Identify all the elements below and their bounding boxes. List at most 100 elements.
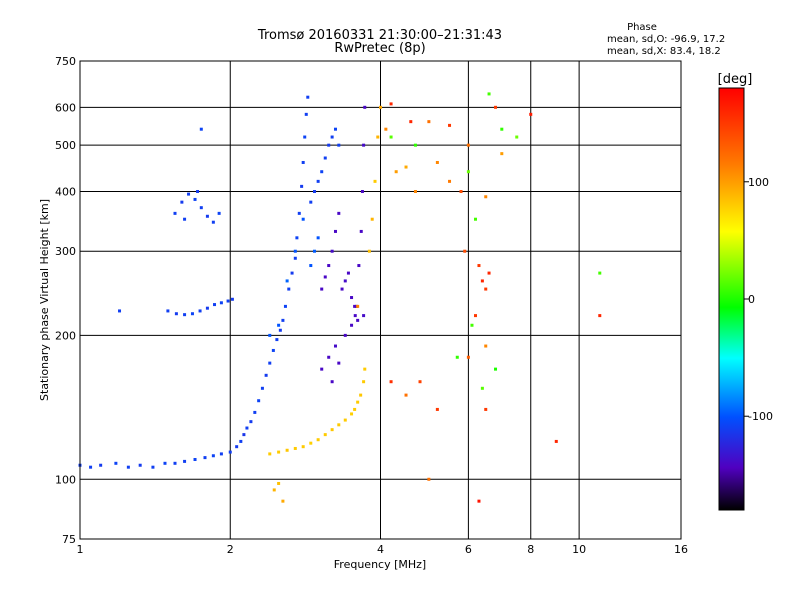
data-point xyxy=(173,461,177,465)
data-point xyxy=(301,445,305,449)
colorbar-tick-label: 0 xyxy=(748,293,755,306)
data-point xyxy=(362,380,366,384)
data-point xyxy=(343,333,347,337)
data-point xyxy=(470,323,474,327)
colorbar-tick-label: -100 xyxy=(748,410,773,423)
data-point xyxy=(235,445,239,449)
data-point xyxy=(350,323,354,327)
data-point xyxy=(126,465,130,469)
y-tick-label: 200 xyxy=(55,329,76,342)
data-point xyxy=(268,452,272,456)
data-point xyxy=(281,499,285,503)
data-point xyxy=(180,200,184,204)
data-point xyxy=(418,380,422,384)
data-point xyxy=(327,264,331,268)
data-point xyxy=(367,249,371,253)
data-point xyxy=(362,314,366,318)
data-point xyxy=(297,211,301,215)
chart-title: Tromsø 20160331 21:30:00–21:31:43 xyxy=(257,28,502,43)
data-point xyxy=(330,135,334,139)
y-tick-label: 600 xyxy=(55,101,76,114)
data-point xyxy=(281,318,285,322)
data-point xyxy=(245,426,249,430)
data-point xyxy=(312,249,316,253)
x-axis-label: Frequency [MHz] xyxy=(334,558,426,571)
y-tick-labels: 75 100 200 300 400 500 600 750 xyxy=(55,55,76,546)
data-point xyxy=(413,143,417,147)
data-point xyxy=(285,279,289,283)
data-point xyxy=(500,152,504,156)
data-point xyxy=(357,264,361,268)
y-axis-label: Stationary phase Virtual Height [km] xyxy=(38,199,51,401)
data-point xyxy=(316,236,320,240)
data-point xyxy=(323,156,327,160)
data-point xyxy=(337,423,341,427)
data-point xyxy=(448,123,452,127)
data-point xyxy=(320,170,324,174)
data-point xyxy=(376,135,380,139)
colorbar-tick-label: 100 xyxy=(748,176,769,189)
data-point xyxy=(343,418,347,422)
data-point xyxy=(187,192,191,196)
data-point xyxy=(301,160,305,164)
chart-subtitle: RwPretec (8p) xyxy=(334,41,425,56)
data-point xyxy=(226,299,230,303)
data-point xyxy=(404,393,408,397)
data-point xyxy=(459,189,463,193)
data-point xyxy=(295,236,299,240)
data-point xyxy=(494,367,498,371)
data-point xyxy=(484,287,488,291)
data-point xyxy=(277,481,281,485)
data-point xyxy=(394,170,398,174)
data-point xyxy=(515,135,519,139)
data-point xyxy=(316,179,320,183)
y-tick-label: 400 xyxy=(55,185,76,198)
data-point xyxy=(183,313,187,317)
data-point xyxy=(268,361,272,365)
data-point xyxy=(253,410,257,414)
data-point xyxy=(480,279,484,283)
data-point xyxy=(268,333,272,337)
data-point xyxy=(249,420,253,424)
data-point xyxy=(320,367,324,371)
data-point xyxy=(304,112,308,116)
colorbar: [deg] 100 0 -100 xyxy=(718,72,773,511)
data-point xyxy=(477,264,481,268)
data-point xyxy=(190,312,194,316)
data-point xyxy=(323,275,327,279)
data-point xyxy=(283,304,287,308)
data-point xyxy=(413,189,417,193)
data-point xyxy=(370,217,374,221)
data-point xyxy=(138,463,142,467)
data-point xyxy=(598,271,602,275)
data-point xyxy=(306,95,310,99)
data-point xyxy=(337,361,341,365)
data-point xyxy=(260,386,264,390)
data-point xyxy=(320,287,324,291)
data-point xyxy=(219,452,223,456)
data-point xyxy=(359,393,363,397)
y-tick-label: 500 xyxy=(55,139,76,152)
data-point xyxy=(384,127,388,131)
phase-stats-o: mean, sd,O: -96.9, 17.2 xyxy=(607,34,725,45)
data-point xyxy=(463,249,467,253)
data-point xyxy=(257,399,261,403)
data-point xyxy=(228,450,232,454)
data-point xyxy=(183,459,187,463)
data-point xyxy=(353,314,357,318)
data-point xyxy=(379,105,382,109)
data-point xyxy=(193,197,197,201)
data-point xyxy=(350,412,354,416)
data-point xyxy=(494,105,498,109)
data-point xyxy=(219,301,223,305)
data-point xyxy=(333,344,337,348)
phase-stats-header: Phase xyxy=(627,22,657,33)
data-point xyxy=(466,355,470,359)
data-point xyxy=(484,195,488,199)
data-point xyxy=(99,463,103,467)
data-point xyxy=(327,355,331,359)
data-point xyxy=(480,386,484,390)
data-point xyxy=(337,143,341,147)
data-point xyxy=(389,380,393,384)
